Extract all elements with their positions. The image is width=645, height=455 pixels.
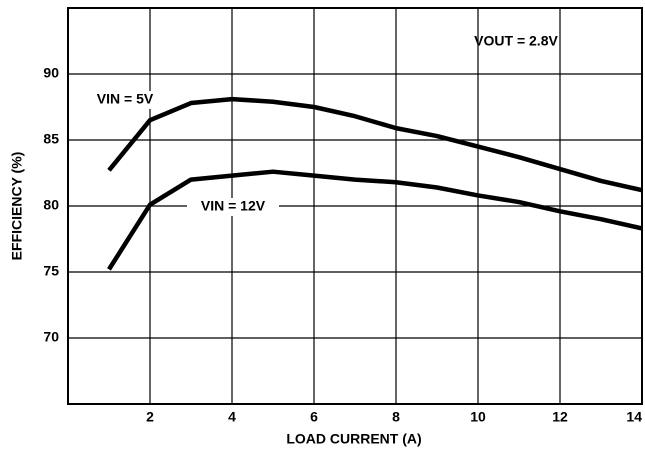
plot-frame (67, 7, 643, 405)
series-label: VIN = 5V (97, 91, 154, 107)
x-tick-label: 6 (310, 409, 318, 425)
x-tick-label: 12 (552, 409, 568, 425)
y-tick-label: 90 (43, 65, 59, 81)
x-tick-label: 4 (228, 409, 236, 425)
y-tick-label: 85 (43, 131, 59, 147)
x-tick-label: 8 (392, 409, 400, 425)
label-background (187, 198, 279, 216)
x-tick-label: 2 (146, 409, 154, 425)
y-tick-label: 70 (43, 329, 59, 345)
y-axis-label: EFFICIENCY (%) (9, 152, 25, 261)
series-label: VIN = 12V (201, 198, 266, 214)
series-line (107, 96, 643, 193)
x-tick-label: 14 (626, 409, 642, 425)
label-background (79, 91, 171, 109)
x-axis-label: LOAD CURRENT (A) (286, 431, 421, 447)
x-tick-label: 10 (470, 409, 486, 425)
annotation: VOUT = 2.8V (474, 33, 558, 49)
y-tick-label: 80 (43, 197, 59, 213)
y-tick-label: 75 (43, 263, 59, 279)
series-line (107, 169, 643, 271)
